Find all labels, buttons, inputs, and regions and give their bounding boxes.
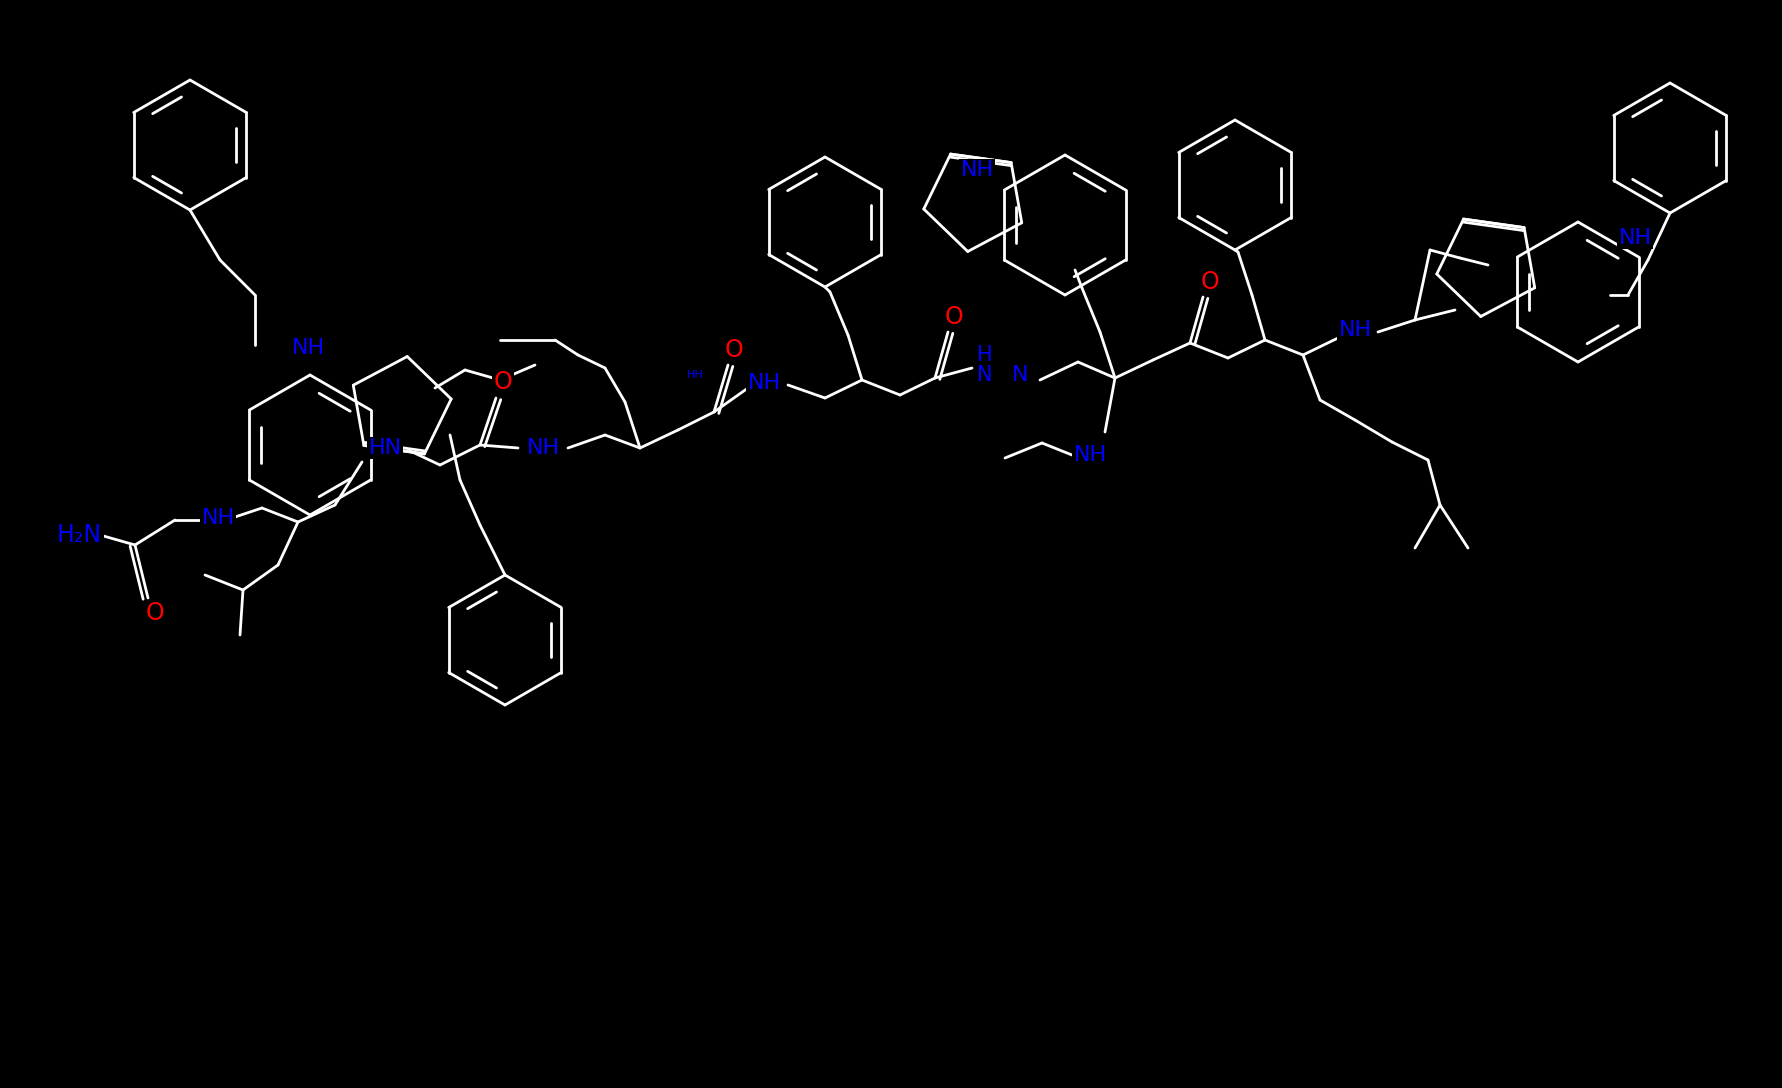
Text: O: O xyxy=(725,338,743,362)
Text: N: N xyxy=(977,364,993,385)
Text: HH: HH xyxy=(686,370,704,380)
Text: NH: NH xyxy=(1618,228,1652,248)
Text: NH: NH xyxy=(1073,445,1107,465)
Text: NH: NH xyxy=(1338,320,1372,339)
Text: NH: NH xyxy=(201,508,235,528)
Text: NH: NH xyxy=(292,338,324,358)
Text: O: O xyxy=(146,601,164,625)
Text: O: O xyxy=(944,305,964,329)
Text: H₂N: H₂N xyxy=(57,523,102,547)
Text: O: O xyxy=(1201,270,1219,294)
Text: H: H xyxy=(978,354,993,372)
Text: NH: NH xyxy=(526,438,560,458)
Text: O: O xyxy=(494,370,513,394)
Text: N: N xyxy=(1012,364,1028,385)
Text: NH: NH xyxy=(960,160,994,180)
Text: HN: HN xyxy=(369,438,401,458)
Text: H: H xyxy=(977,345,993,364)
Text: NH: NH xyxy=(747,373,781,393)
